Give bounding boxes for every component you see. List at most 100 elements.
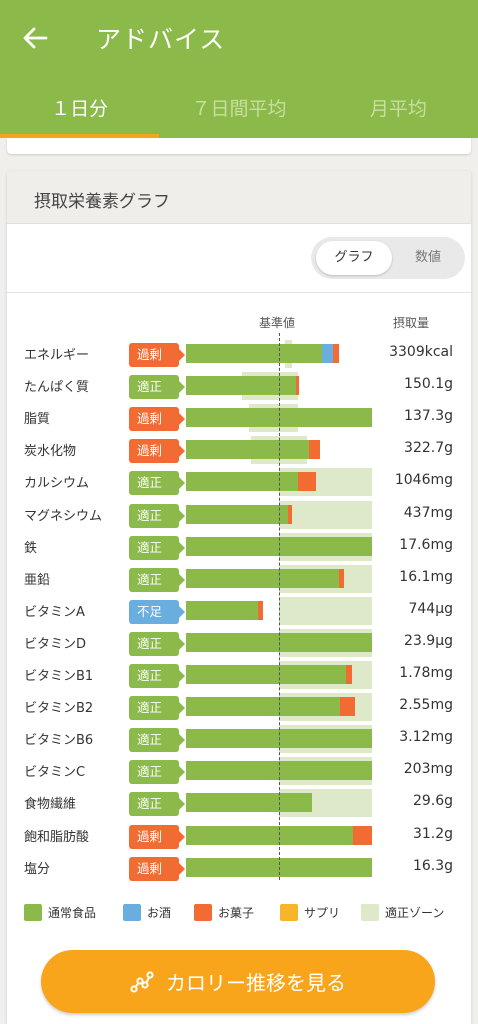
status-badge: 過剰 — [129, 343, 185, 367]
nutrient-row: 鉄 適正 17.6mg — [7, 532, 471, 561]
badge-pointer — [179, 413, 185, 426]
app-bar: アドバイス １日分 ７日間平均 月平均 — [0, 0, 478, 138]
regular-food-bar — [186, 697, 341, 717]
snacks-bar — [295, 376, 299, 396]
badge-pointer — [179, 445, 185, 458]
legend-item-proper-zone: 適正ゾーン — [361, 904, 444, 921]
status-badge: 適正 — [129, 760, 185, 785]
nutrient-row: ビタミンD 適正 23.9μg — [7, 628, 471, 657]
nutrient-row: ビタミンB2 適正 2.55mg — [7, 693, 471, 722]
regular-food-bar — [186, 376, 296, 396]
intake-amount: 17.6mg — [399, 536, 453, 553]
status-badge: 適正 — [129, 567, 185, 592]
toggle-graph-button[interactable]: グラフ — [316, 241, 392, 275]
nutrient-row: 脂質 過剰 137.3g — [7, 404, 471, 433]
nutrient-name: ビタミンC — [24, 765, 86, 781]
badge-pointer — [179, 862, 185, 875]
legend-swatch — [361, 904, 379, 921]
intake-amount: 31.2g — [412, 825, 453, 842]
snacks-bar — [338, 568, 345, 588]
nutrient-bar-track — [186, 436, 372, 465]
nutrient-bar-track — [186, 661, 372, 689]
nutrient-name: 炭水化物 — [24, 444, 77, 460]
status-badge: 過剰 — [129, 407, 185, 432]
nutrient-row: ビタミンB6 適正 3.12mg — [7, 725, 471, 754]
intake-amount: 322.7g — [404, 440, 453, 457]
status-badge: 適正 — [129, 471, 185, 496]
intake-amount: 16.1mg — [399, 568, 453, 585]
nutrient-row: 飽和脂肪酸 過剰 31.2g — [7, 822, 471, 850]
nutrient-row: 食物繊維 適正 29.6g — [7, 789, 471, 818]
status-badge: 適正 — [129, 728, 185, 753]
regular-food-bar — [186, 793, 313, 813]
badge-pointer — [179, 830, 185, 843]
intake-amount: 3309kcal — [389, 344, 453, 360]
regular-food-bar — [186, 504, 289, 524]
badge-pointer — [179, 637, 185, 650]
nutrient-bar-track — [186, 532, 372, 561]
legend-label: お菓子 — [218, 906, 255, 920]
status-badge: 適正 — [129, 664, 185, 688]
nutrient-name: 亜鉛 — [24, 572, 51, 588]
intake-amount: 1.78mg — [399, 665, 453, 681]
alcohol-bar — [321, 344, 333, 363]
nutrient-bar-track — [186, 500, 372, 529]
snacks-bar — [297, 472, 317, 492]
reference-line — [279, 333, 280, 880]
intake-amount: 137.3g — [404, 408, 453, 425]
page-title: アドバイス — [96, 25, 226, 54]
intake-amount: 23.9μg — [404, 632, 453, 649]
badge-pointer — [179, 734, 185, 747]
intake-amount: 29.6g — [412, 793, 453, 810]
badge-pointer — [179, 477, 185, 490]
nutrient-bar-track — [186, 340, 372, 368]
tab-monthly-average[interactable]: 月平均 — [369, 98, 427, 120]
badge-pointer — [179, 381, 185, 394]
card-title: 摂取栄養素グラフ — [7, 171, 471, 224]
status-badge: 不足 — [129, 599, 185, 624]
badge-pointer — [179, 766, 185, 779]
nutrient-name: たんぱく質 — [24, 380, 90, 396]
snacks-bar — [340, 697, 356, 717]
nutrient-name: マグネシウム — [24, 508, 103, 524]
legend-item-alcohol: お酒 — [123, 904, 171, 921]
toggle-values-button[interactable]: 数値 — [414, 250, 441, 265]
status-badge: 適正 — [129, 375, 185, 400]
nutrient-bar-track — [186, 693, 372, 722]
status-badge: 過剰 — [129, 856, 185, 881]
legend-item-snacks: お菓子 — [194, 904, 254, 921]
nutrient-bar-track — [186, 564, 372, 593]
tab-seven-day-average[interactable]: ７日間平均 — [191, 98, 287, 120]
nutrient-row: ビタミンB1 適正 1.78mg — [7, 661, 471, 689]
regular-food-bar — [186, 600, 258, 620]
status-badge: 過剰 — [129, 439, 185, 464]
snacks-bar — [345, 665, 352, 684]
status-badge: 適正 — [129, 631, 185, 656]
regular-food-bar — [186, 440, 309, 460]
legend-swatch — [280, 904, 298, 921]
badge-pointer — [179, 605, 185, 618]
proper-zone-band — [279, 500, 372, 529]
regular-food-bar — [186, 472, 298, 492]
nutrient-row: たんぱく質 適正 150.1g — [7, 372, 471, 401]
status-badge: 適正 — [129, 535, 185, 560]
nutrient-bar-track — [186, 468, 372, 497]
badge-pointer — [179, 541, 185, 554]
back-arrow-icon[interactable] — [22, 26, 50, 50]
status-badge: 適正 — [129, 696, 185, 721]
nutrient-name: 飽和脂肪酸 — [24, 829, 90, 845]
proper-zone-band — [279, 596, 372, 625]
tab-one-day[interactable]: １日分 — [0, 82, 160, 138]
previous-card-edge — [7, 138, 471, 154]
nutrient-name: ビタミンB1 — [24, 669, 94, 684]
regular-food-bar — [186, 344, 322, 363]
calorie-trend-button[interactable]: カロリー推移を見る — [41, 950, 435, 1013]
legend-item-supplement: サプリ — [280, 904, 340, 921]
regular-food-bar — [186, 825, 354, 845]
nutrient-name: エネルギー — [24, 348, 90, 363]
legend-label: 通常食品 — [48, 906, 97, 920]
nutrient-bar-track — [186, 822, 372, 850]
intake-amount: 150.1g — [404, 376, 453, 393]
nutrient-name: 塩分 — [24, 861, 51, 877]
nutrient-row: 炭水化物 過剰 322.7g — [7, 436, 471, 465]
